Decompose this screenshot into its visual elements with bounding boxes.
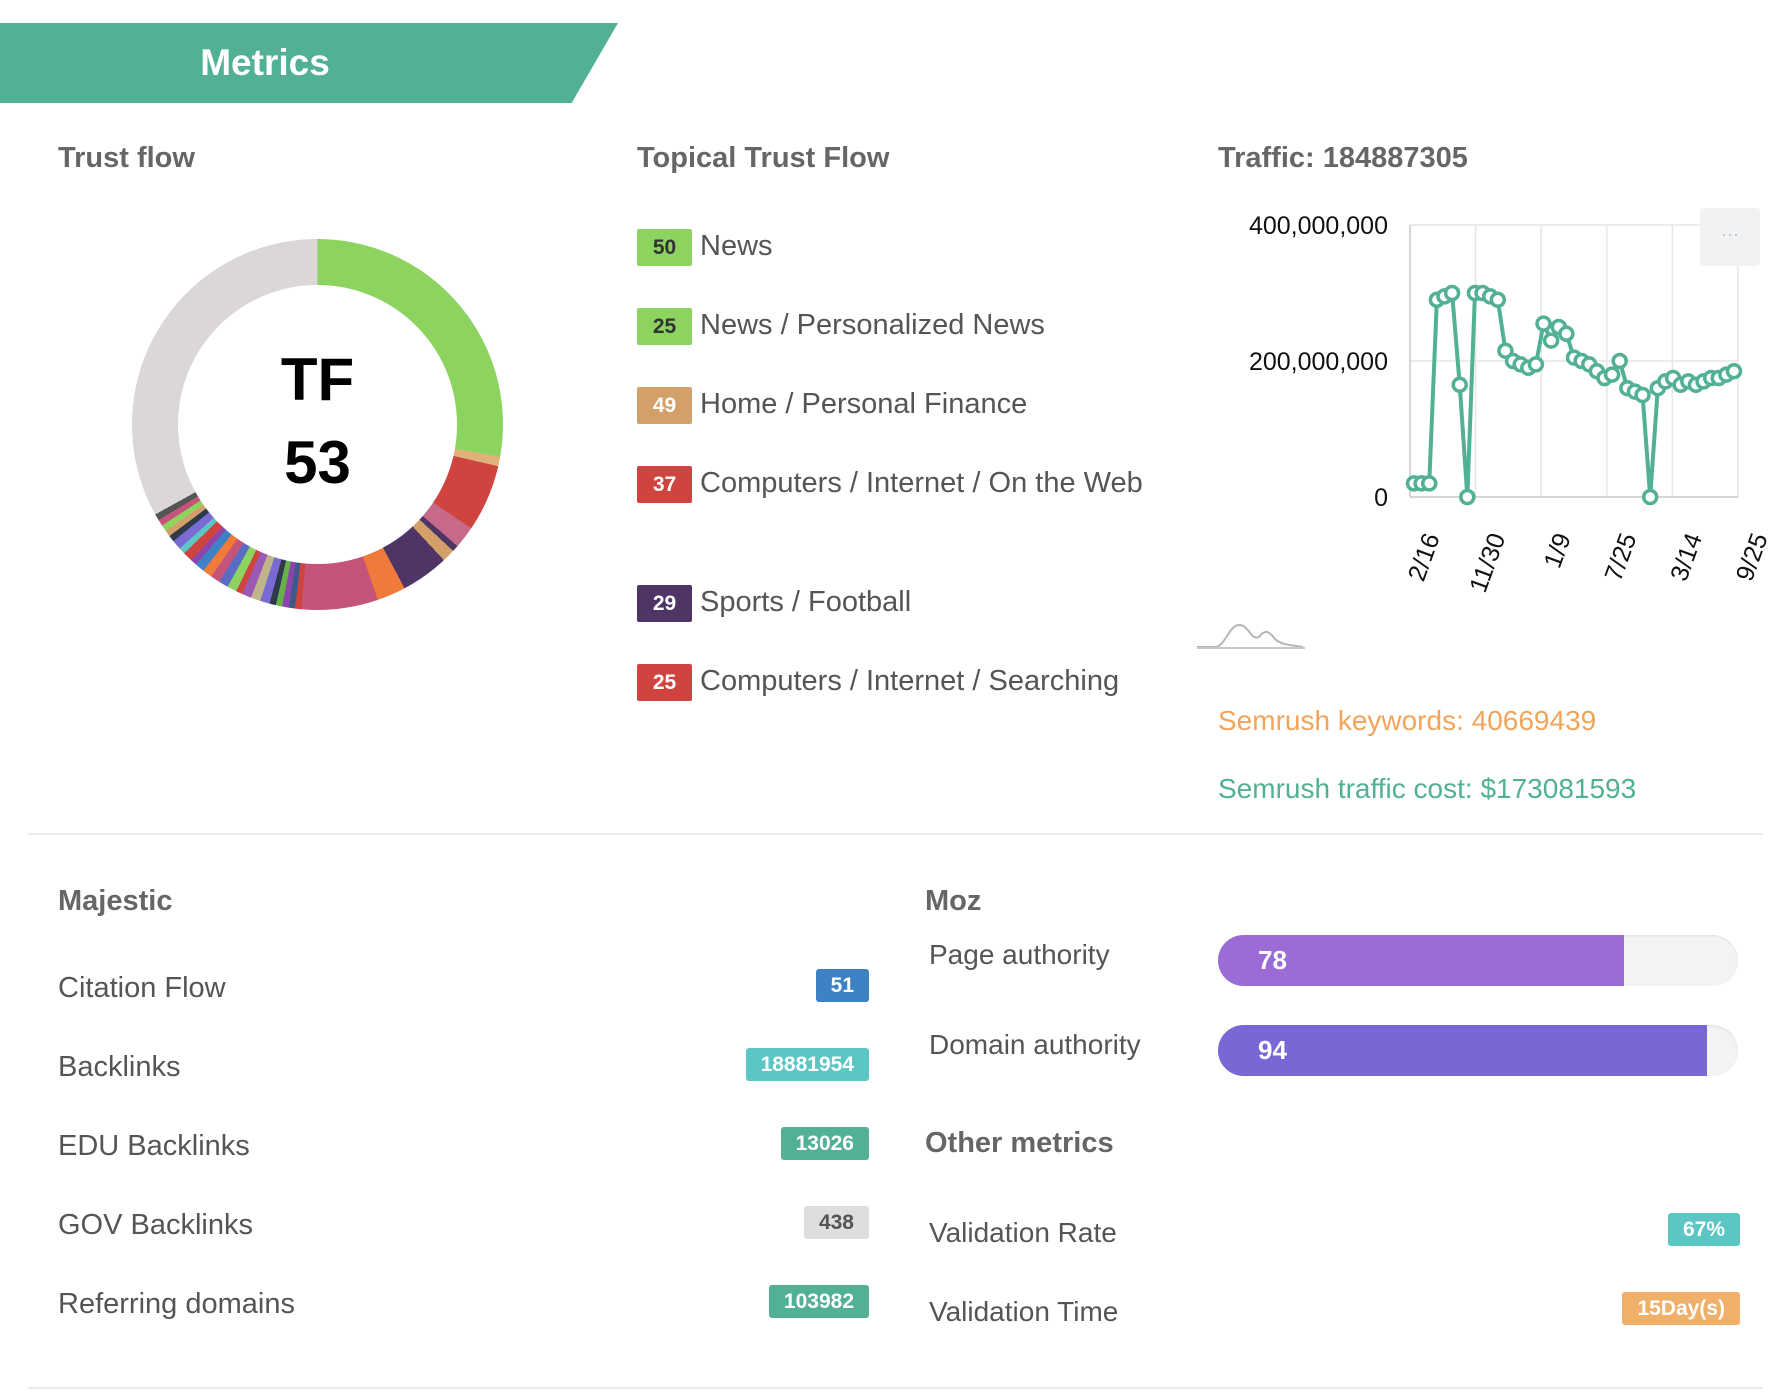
topical-score-badge: 25	[637, 307, 692, 345]
page-title: Metrics	[200, 42, 330, 83]
data-point	[1611, 352, 1628, 370]
topical-trust-flow-heading: Topical Trust Flow	[637, 142, 890, 174]
majestic-label: Citation Flow	[58, 972, 226, 1004]
data-point	[1420, 475, 1438, 492]
page-authority-label: Page authority	[929, 939, 1110, 970]
topical-item: 25 News / Personalized News	[637, 305, 1157, 345]
traffic-heading: Traffic: 184887305	[1218, 142, 1468, 174]
data-point	[1489, 291, 1507, 309]
x-tick-label: 9/25	[1731, 529, 1770, 584]
other-metric-badge: 67%	[1667, 1213, 1740, 1246]
data-point	[1603, 366, 1621, 383]
domain-authority-value: 94	[1218, 1025, 1707, 1076]
data-point	[1459, 488, 1476, 506]
y-tick-label: 400,000,000	[1249, 212, 1388, 240]
data-point	[1443, 284, 1461, 302]
data-point	[1535, 315, 1552, 332]
topical-item: 25 Computers / Internet / Searching	[637, 661, 1157, 701]
trust-flow-heading: Trust flow	[58, 142, 195, 174]
semrush-traffic-cost: Semrush traffic cost: $173081593	[1218, 773, 1637, 804]
majestic-value-badge: 103982	[768, 1285, 869, 1318]
other-metric-badge: 15Day(s)	[1622, 1292, 1740, 1325]
topical-item: 50 News	[637, 226, 1157, 266]
series-line	[1414, 291, 1735, 499]
x-tick-label: 11/30	[1464, 529, 1511, 596]
topical-item: 37 Computers / Internet / On the Web	[637, 463, 1157, 503]
topical-item: 29 Sports / Football	[637, 582, 1157, 622]
page-authority-value: 78	[1218, 935, 1624, 986]
domain-authority-bar: 94	[1218, 1025, 1738, 1076]
other-metric-label: Validation Time	[929, 1296, 1119, 1327]
majestic-value-badge: 18881954	[745, 1048, 869, 1081]
data-point	[1725, 362, 1743, 380]
x-tick-label: 2/16	[1403, 529, 1446, 584]
topical-label: Home / Personal Finance	[700, 388, 1028, 420]
semrush-keywords: Semrush keywords: 40669439	[1218, 705, 1597, 736]
majestic-label: Referring domains	[58, 1288, 295, 1320]
topical-label: News	[700, 230, 773, 262]
data-point	[1641, 488, 1659, 506]
majestic-value-badge: 438	[803, 1206, 869, 1239]
topical-score-badge: 49	[637, 386, 692, 424]
domain-authority-label: Domain authority	[929, 1029, 1141, 1060]
data-point	[1542, 332, 1560, 349]
trust-flow-value: 53	[284, 429, 351, 496]
topical-score-badge: 50	[637, 228, 692, 266]
majestic-label: Backlinks	[58, 1051, 181, 1083]
page-authority-bar: 78	[1218, 935, 1738, 986]
traffic-chart: 400,000,000 200,000,000 0 2/16 11/30 1/9 7/25 3…	[1249, 208, 1770, 596]
majestic-label: EDU Backlinks	[58, 1130, 250, 1162]
topical-item: 49 Home / Personal Finance	[637, 384, 1157, 424]
moz-heading: Moz	[925, 885, 982, 917]
majestic-label: GOV Backlinks	[58, 1209, 253, 1241]
x-tick-label: 1/9	[1539, 529, 1577, 571]
trust-flow-label: TF	[280, 346, 355, 413]
data-point	[1527, 356, 1545, 373]
y-tick-label: 0	[1374, 484, 1388, 512]
topical-score-badge: 29	[637, 584, 692, 622]
topical-score-badge: 37	[637, 465, 692, 503]
section-divider-bottom	[28, 1387, 1763, 1389]
trust-flow-donut-hole	[178, 285, 457, 564]
metrics-banner: Metrics	[0, 23, 618, 103]
other-metric-label: Validation Rate	[929, 1217, 1117, 1248]
majestic-value-badge: 13026	[780, 1127, 869, 1160]
data-point	[1558, 325, 1575, 343]
data-point	[1451, 376, 1468, 394]
topical-label: Computers / Internet / On the Web	[700, 467, 1143, 499]
data-point	[1634, 386, 1651, 404]
chart-menu-icon: ···	[1721, 224, 1739, 244]
y-tick-label: 200,000,000	[1249, 348, 1388, 376]
section-divider	[28, 833, 1763, 835]
majestic-heading: Majestic	[58, 885, 173, 917]
x-tick-label: 3/14	[1665, 529, 1708, 584]
sparkline-icon	[1197, 623, 1305, 649]
topical-label: News / Personalized News	[700, 309, 1045, 341]
chart-menu-button[interactable]	[1700, 208, 1760, 266]
topical-label: Sports / Football	[700, 586, 912, 618]
majestic-value-badge: 51	[815, 969, 869, 1002]
topical-score-badge: 25	[637, 663, 692, 701]
x-tick-label: 7/25	[1599, 529, 1642, 584]
other-metrics-heading: Other metrics	[925, 1127, 1114, 1159]
topical-label: Computers / Internet / Searching	[700, 665, 1120, 697]
